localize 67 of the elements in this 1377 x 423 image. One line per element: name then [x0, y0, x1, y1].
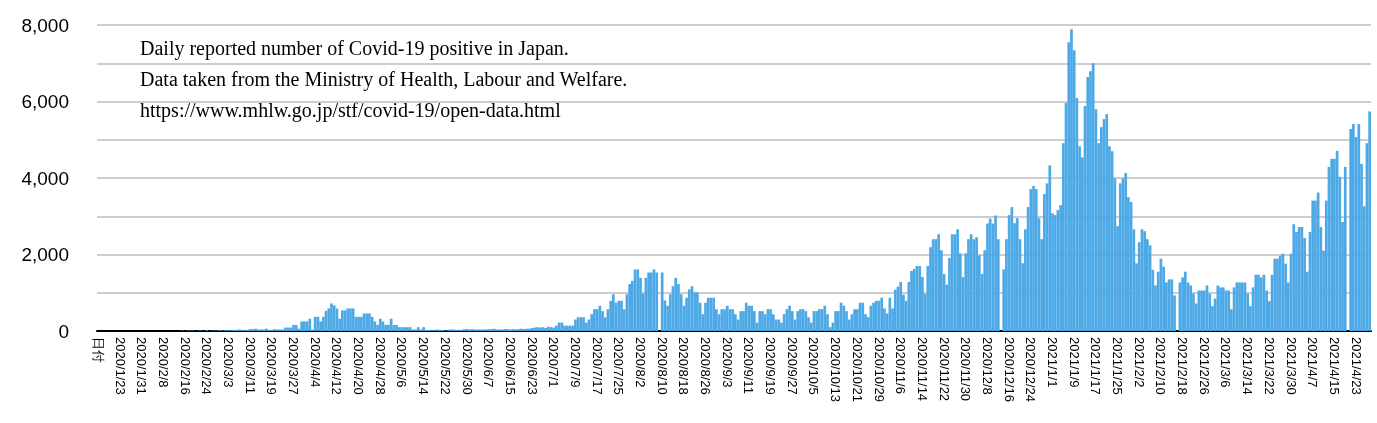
- x-tick-label: 2020/8/10: [654, 337, 670, 395]
- x-tick-label: 2020/4/28: [372, 337, 388, 395]
- x-tick-label: 2020/6/23: [524, 337, 540, 395]
- x-tick-label: 2020/6/15: [502, 337, 518, 395]
- x-tick-label: 2020/1/31: [134, 337, 150, 395]
- x-tick-label: 2020/11/6: [893, 337, 909, 394]
- y-tick-label: 6,000: [21, 91, 69, 112]
- y-tick-label: 2,000: [21, 244, 69, 265]
- x-tick-label: 2020/10/21: [849, 337, 865, 403]
- x-tick-label: 2020/5/22: [437, 337, 453, 395]
- x-tick-label: 2021/3/6: [1218, 337, 1234, 388]
- x-tick-label: 2020/5/6: [394, 337, 410, 388]
- x-tick-label: 2021/2/10: [1153, 337, 1169, 395]
- x-tick-label: 2020/6/7: [481, 337, 497, 388]
- x-tick-label: 2020/2/8: [155, 337, 171, 388]
- x-tick-label: 2020/7/9: [567, 337, 583, 388]
- x-tick-label: 2021/2/18: [1175, 337, 1191, 395]
- x-tick-label: 2020/4/4: [307, 337, 323, 388]
- x-tick-label: 2021/3/30: [1283, 337, 1299, 395]
- x-tick-label: 2020/11/22: [936, 337, 952, 402]
- x-tick-label: 2020/10/29: [871, 337, 887, 403]
- x-tick-label: 2021/1/17: [1088, 337, 1104, 395]
- y-tick-label: 8,000: [21, 14, 69, 36]
- x-tick-label: 2020/4/20: [351, 337, 367, 395]
- x-tick-label: 2020/3/19: [264, 337, 280, 395]
- x-tick-label: 2021/3/14: [1240, 337, 1256, 395]
- y-tick-label: 4,000: [21, 167, 69, 189]
- x-tick-label: 2020/8/18: [676, 337, 692, 395]
- x-tick-label: 2020/12/24: [1023, 337, 1039, 403]
- x-tick-label: 日付: [90, 337, 106, 363]
- x-tick-label: 2020/3/3: [220, 337, 236, 388]
- x-tick-label: 2020/12/16: [1001, 337, 1017, 403]
- x-tick-label: 2020/10/13: [828, 337, 844, 403]
- x-tick-label: 2021/1/1: [1045, 337, 1060, 388]
- x-tick-label: 2020/8/2: [632, 337, 648, 388]
- x-tick-label: 2020/8/26: [698, 337, 714, 395]
- x-tick-label: 2020/2/24: [199, 337, 215, 395]
- x-tick-label: 2020/7/25: [611, 337, 627, 395]
- annotation: https://www.mhlw.go.jp/stf/covid-19/open-data.html: [140, 99, 562, 122]
- x-tick-label: 2020/3/27: [286, 337, 302, 395]
- x-tick-label: 2020/12/8: [979, 337, 995, 395]
- x-tick-label: 2020/1/23: [112, 337, 128, 395]
- x-tick-label: 2020/9/27: [784, 337, 800, 395]
- x-tick-label: 2020/4/12: [329, 337, 345, 395]
- x-tick-label: 2021/1/9: [1066, 337, 1082, 388]
- x-tick-label: 2020/7/17: [589, 337, 605, 395]
- y-tick-label: 0: [58, 320, 69, 342]
- x-tick-label: 2020/7/1: [546, 337, 562, 388]
- annotation: Data taken from the Ministry of Health, Labour and Welfare.: [140, 68, 628, 91]
- annotation: Daily reported number of Covid-19 positive in Japan.: [140, 37, 569, 60]
- x-tick-label: 2020/3/11: [242, 337, 258, 394]
- x-tick-label: 2021/4/23: [1348, 337, 1364, 395]
- x-tick-label: 2021/2/26: [1196, 337, 1212, 395]
- x-tick-label: 2021/3/22: [1261, 337, 1277, 395]
- x-tick-label: 2020/5/14: [416, 337, 432, 395]
- x-tick-label: 2020/9/3: [719, 337, 735, 388]
- x-tick-label: 2020/2/16: [177, 337, 193, 395]
- x-tick-label: 2020/9/11: [741, 337, 757, 394]
- x-tick-label: 2020/10/5: [806, 337, 822, 395]
- x-tick-label: 2021/4/15: [1326, 337, 1342, 395]
- x-tick-label: 2021/4/7: [1305, 337, 1321, 388]
- x-tick-label: 2020/11/14: [914, 337, 930, 402]
- x-tick-label: 2020/5/30: [459, 337, 475, 395]
- x-tick-label: 2021/2/2: [1131, 337, 1147, 388]
- x-tick-label: 2021/1/25: [1110, 337, 1126, 395]
- x-tick-label: 2020/11/30: [958, 337, 974, 402]
- x-tick-label: 2020/9/19: [763, 337, 779, 395]
